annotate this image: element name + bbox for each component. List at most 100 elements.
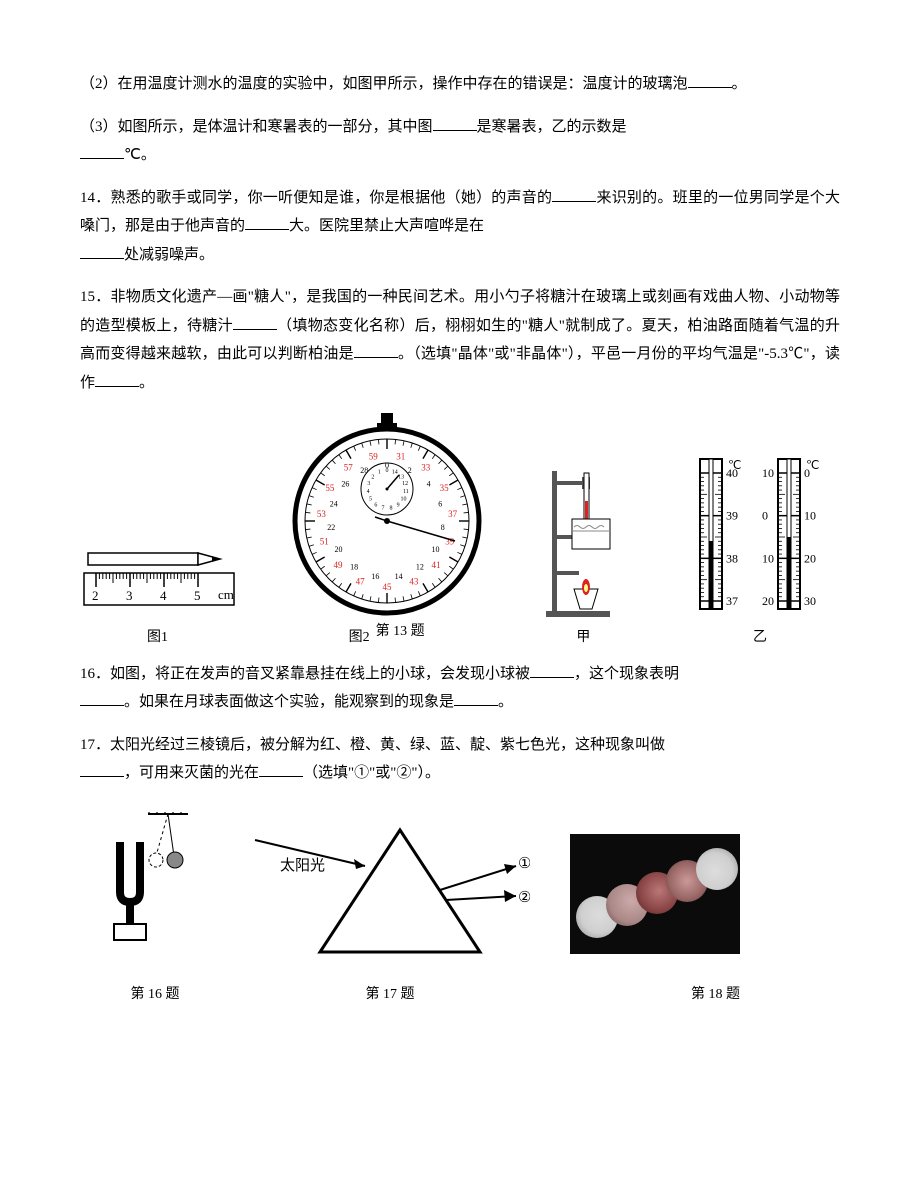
jia-caption: 甲 [576, 625, 590, 652]
figure-row-13: 2345 cm 图1 01413121110987654321 31333537… [80, 411, 840, 652]
q13-3-text-a: （3）如图所示，是体温计和寒暑表的一部分，其中图 [80, 119, 433, 135]
ruler-caption: 图1 [147, 625, 168, 652]
svg-text:45: 45 [382, 582, 392, 592]
svg-text:cm: cm [218, 587, 234, 602]
svg-text:0: 0 [385, 461, 389, 470]
svg-text:5: 5 [369, 497, 372, 503]
q16-t1: 如图，将正在发声的音叉紧靠悬挂在线上的小球，会发现小球被 [110, 666, 530, 682]
svg-text:2: 2 [407, 466, 411, 475]
svg-text:12: 12 [416, 562, 424, 571]
svg-text:2: 2 [371, 474, 374, 480]
svg-text:4: 4 [366, 489, 369, 495]
svg-text:57: 57 [343, 463, 353, 473]
figure-stopwatch: 01413121110987654321 3133353739414345474… [287, 411, 487, 652]
blank[interactable] [80, 243, 124, 259]
blank[interactable] [354, 342, 398, 358]
svg-text:6: 6 [438, 500, 442, 509]
q14-t4: 处减弱噪声。 [124, 247, 214, 263]
blank[interactable] [259, 761, 303, 777]
question-13-2: （2）在用温度计测水的温度的实验中，如图甲所示，操作中存在的错误是：温度计的玻璃… [80, 70, 840, 99]
svg-text:16: 16 [371, 572, 379, 581]
figure-prism: 太阳光 ① ② 第 17 题 [250, 812, 530, 1009]
q13-3-text-b: 是寒暑表，乙的示数是 [477, 119, 627, 135]
svg-text:59: 59 [368, 451, 378, 461]
svg-text:26: 26 [341, 480, 349, 489]
svg-text:53: 53 [317, 509, 327, 519]
svg-text:20: 20 [804, 551, 816, 565]
svg-text:0: 0 [762, 509, 768, 523]
svg-text:43: 43 [409, 576, 419, 586]
svg-text:30: 30 [804, 594, 816, 608]
svg-text:31: 31 [396, 451, 405, 461]
moon-caption: 第 18 题 [691, 982, 740, 1009]
q15-t4: 。 [139, 375, 154, 391]
svg-text:47: 47 [355, 576, 365, 586]
blank[interactable] [80, 143, 124, 159]
blank[interactable] [95, 371, 139, 387]
svg-text:22: 22 [327, 523, 335, 532]
svg-text:18: 18 [350, 562, 358, 571]
blank[interactable] [552, 186, 596, 202]
q15-num: 15． [80, 289, 111, 305]
prism-out1: ① [518, 856, 530, 872]
figure-moon: 第 18 题 [570, 834, 740, 1009]
svg-text:10: 10 [804, 509, 816, 523]
svg-text:10: 10 [762, 466, 774, 480]
q13-2-text-a: （2）在用温度计测水的温度的实验中，如图甲所示，操作中存在的错误是：温度计的玻璃… [80, 76, 688, 92]
svg-text:33: 33 [421, 463, 431, 473]
svg-text:3: 3 [367, 481, 370, 487]
q13-2-text-b: 。 [732, 76, 747, 92]
q17-t2: ，可用来灭菌的光在 [124, 765, 259, 781]
svg-text:4: 4 [160, 588, 167, 603]
q17-num: 17． [80, 737, 110, 753]
question-17: 17．太阳光经过三棱镜后，被分解为红、橙、黄、绿、蓝、靛、紫七色光，这种现象叫做… [80, 731, 840, 788]
svg-text:3: 3 [126, 588, 133, 603]
prism-light-label: 太阳光 [280, 857, 325, 874]
blank[interactable] [688, 72, 732, 88]
q14-num: 14． [80, 190, 110, 206]
figure-ruler: 2345 cm 图1 [80, 541, 235, 652]
svg-text:37: 37 [448, 509, 458, 519]
q16-num: 16． [80, 666, 110, 682]
svg-text:20: 20 [762, 594, 774, 608]
q17-t3: （选填"①"或"②"）。 [303, 765, 440, 781]
fork-caption: 第 16 题 [131, 982, 180, 1009]
blank[interactable] [233, 314, 277, 330]
apparatus-icon [538, 461, 628, 621]
thermometers-icon: ℃ 40393837 ℃ 10001010202030 [680, 451, 840, 621]
blank[interactable] [454, 690, 498, 706]
question-13-3: （3）如图所示，是体温计和寒暑表的一部分，其中图是寒暑表，乙的示数是 ℃。 [80, 113, 840, 170]
svg-text:20: 20 [334, 545, 342, 554]
stopwatch-icon: 01413121110987654321 3133353739414345474… [287, 411, 487, 621]
prism-icon: 太阳光 ① ② [250, 812, 530, 962]
svg-text:7: 7 [381, 506, 384, 512]
fig13-midcaption: 第 13 题 [376, 619, 425, 646]
blank[interactable] [530, 662, 574, 678]
figure-apparatus: 甲 [538, 461, 628, 652]
svg-text:37: 37 [726, 594, 738, 608]
svg-text:55: 55 [325, 483, 335, 493]
svg-text:11: 11 [403, 489, 409, 495]
svg-text:10: 10 [400, 497, 406, 503]
svg-text:39: 39 [726, 509, 738, 523]
blank[interactable] [433, 115, 477, 131]
svg-text:49: 49 [333, 560, 343, 570]
svg-text:14: 14 [391, 470, 397, 476]
ruler-icon: 2345 cm [80, 541, 235, 621]
figure-row-bottom: 第 16 题 太阳光 ① ② 第 17 题 第 18 题 [100, 812, 860, 1009]
prism-out2: ② [518, 890, 530, 906]
question-14: 14．熟悉的歌手或同学，你一听便知是谁，你是根据他（她）的声音的来识别的。班里的… [80, 184, 840, 270]
svg-text:35: 35 [439, 483, 449, 493]
blank[interactable] [80, 761, 124, 777]
blank[interactable] [80, 690, 124, 706]
svg-text:8: 8 [440, 523, 444, 532]
figure-fork: 第 16 题 [100, 812, 210, 1009]
yi-caption: 乙 [753, 625, 767, 652]
q14-t1: 熟悉的歌手或同学，你一听便知是谁，你是根据他（她）的声音的 [110, 190, 552, 206]
blank[interactable] [245, 214, 289, 230]
question-15: 15．非物质文化遗产—画"糖人"，是我国的一种民间艺术。用小勺子将糖汁在玻璃上或… [80, 283, 840, 397]
svg-text:9: 9 [396, 502, 399, 508]
svg-text:28: 28 [360, 466, 368, 475]
svg-text:51: 51 [319, 536, 328, 546]
svg-text:4: 4 [426, 480, 430, 489]
